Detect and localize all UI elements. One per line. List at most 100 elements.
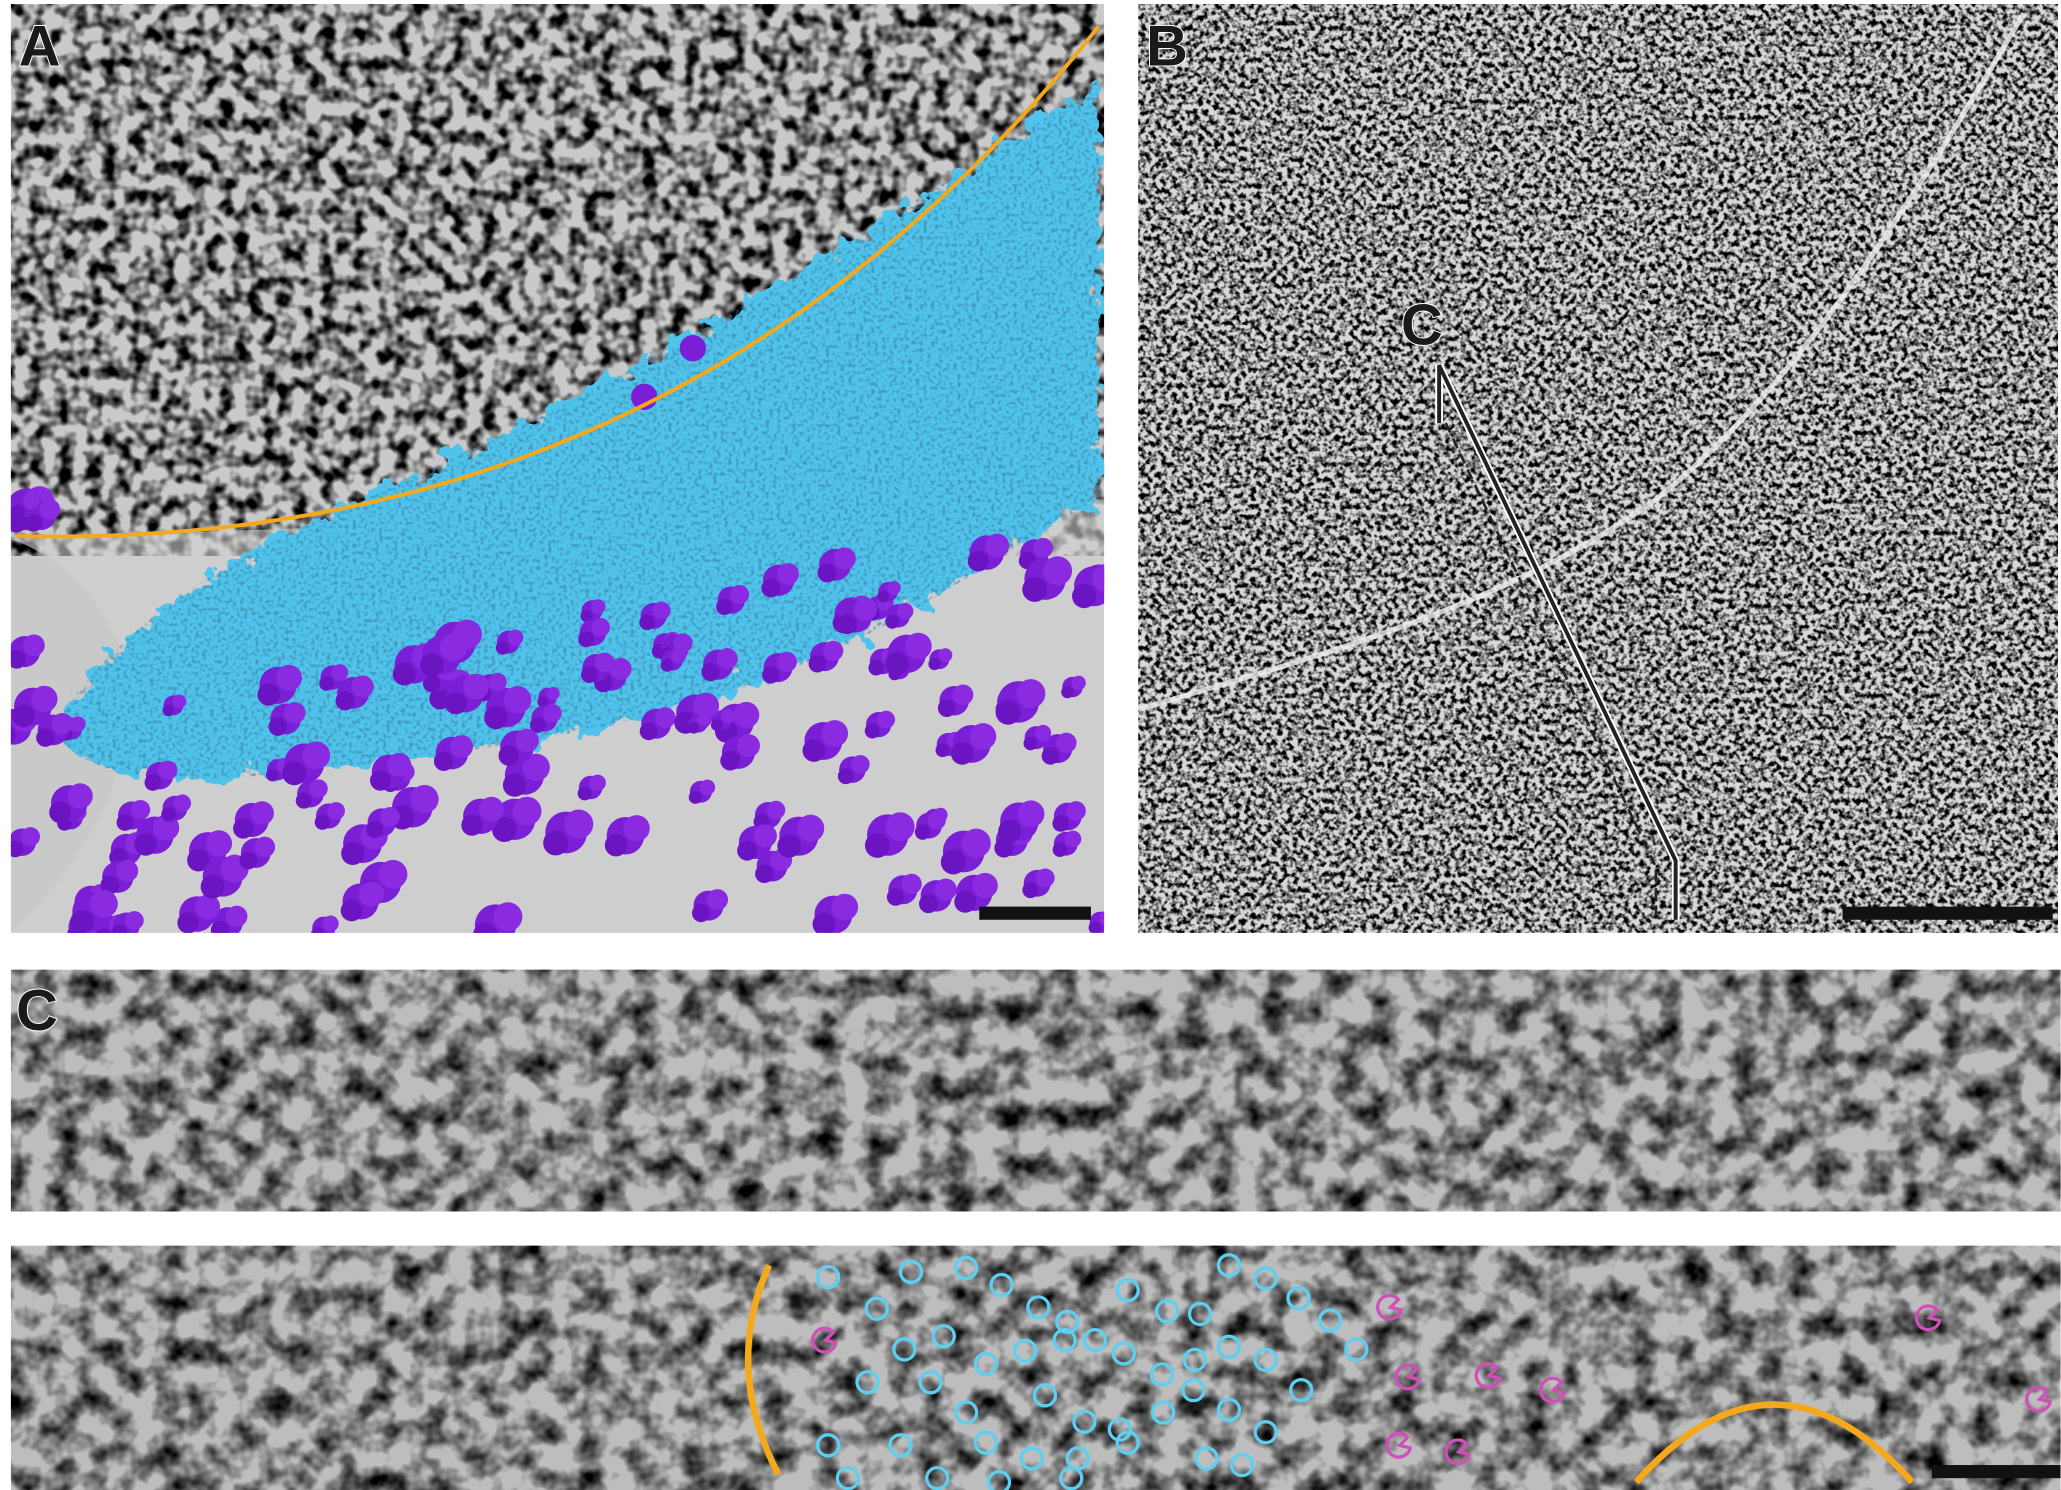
particle-lobe: [282, 761, 306, 785]
particle-lobe: [21, 827, 40, 846]
particle-lobe: [359, 882, 384, 907]
particle-lobe: [52, 713, 74, 735]
particle-lobe: [1099, 911, 1114, 926]
particle-lobe: [489, 673, 507, 691]
particle-lobe: [887, 581, 901, 595]
particle-lobe: [868, 660, 883, 675]
particle-lobe: [177, 912, 198, 933]
particle-lobe: [174, 795, 191, 812]
particle-lobe: [158, 761, 177, 780]
particle-lobe: [1033, 538, 1053, 558]
particle-lobe: [605, 834, 627, 856]
particle-lobe: [901, 874, 921, 894]
particle-lobe: [269, 717, 287, 735]
particle-lobe: [479, 797, 504, 822]
particle-lobe: [755, 865, 773, 883]
particle-lobe: [998, 820, 1021, 843]
particle-lobe: [90, 890, 118, 918]
particle-lobe: [319, 676, 333, 690]
particle-lobe: [595, 653, 614, 672]
particle-lobe: [941, 849, 966, 874]
particle-lobe: [928, 658, 940, 670]
particle-lobe: [818, 563, 837, 582]
particle-lobe: [919, 894, 938, 913]
particle-lobe: [953, 684, 974, 705]
scale-bar: [1843, 907, 2053, 920]
particle-lobe: [1017, 800, 1044, 827]
panel-a: [0, 4, 1122, 948]
particle-lobe: [387, 753, 411, 777]
particle-lobe: [7, 650, 26, 669]
particle-lobe: [163, 704, 175, 716]
particle-lobe: [1089, 921, 1102, 934]
particle-lobe: [716, 599, 732, 615]
particle-lobe: [707, 889, 728, 910]
particle-lobe: [39, 499, 60, 520]
particle-lobe: [761, 579, 780, 598]
particle-lobe: [380, 807, 400, 827]
particle-lobe: [968, 551, 989, 572]
particle-lobe: [591, 599, 606, 614]
particle-lobe: [250, 801, 274, 825]
particle-lobe: [700, 780, 715, 795]
particle-lobe: [507, 629, 523, 645]
particle-lobe: [885, 615, 899, 629]
page: Figure {"panel_labels": ["A", "B", "C"],…: [0, 0, 2061, 1490]
particle-lobe: [351, 675, 373, 697]
particle-lobe: [276, 665, 302, 691]
particle-lobe: [832, 894, 859, 921]
particle-lobe: [970, 723, 996, 749]
particle-lobe: [420, 653, 444, 677]
particle-lobe: [762, 666, 779, 683]
particle-lobe: [70, 910, 94, 934]
panel-c-top: [11, 970, 2061, 1212]
page-body: A B C C (() => { const data = JSON.parse…: [0, 0, 2061, 1490]
particle-lobe: [327, 802, 345, 820]
particle-lobe: [797, 815, 824, 842]
particle-lobe: [1016, 679, 1045, 708]
particle-lobe: [1052, 815, 1069, 832]
particle-lobe: [887, 888, 904, 905]
particle-lobe: [1061, 686, 1073, 698]
particle-lobe: [161, 807, 176, 822]
particle-lobe: [833, 547, 855, 569]
particle-lobe: [823, 641, 843, 661]
particle-lobe: [296, 793, 312, 809]
particle-lobe: [954, 891, 976, 913]
particle-lobe: [689, 791, 702, 804]
particle-lobe: [499, 746, 519, 766]
particle-lobe: [11, 504, 25, 518]
particle-lobe: [379, 860, 408, 889]
particle-lobe: [996, 700, 1021, 725]
particle-lobe: [711, 719, 723, 731]
slice-label: C: [1401, 293, 1443, 357]
particle-lobe: [1042, 747, 1059, 764]
particle-lobe: [777, 563, 799, 585]
particle-lobe: [688, 722, 699, 733]
particle-lobe: [49, 801, 71, 823]
particle-lobe: [701, 663, 719, 681]
particle-lobe: [341, 900, 363, 922]
particle-lobe: [543, 704, 561, 722]
particle-lobe: [341, 842, 364, 865]
particle-lobe: [938, 648, 952, 662]
particle-lobe: [23, 634, 45, 656]
particle-lobe: [928, 811, 946, 829]
particle-lobe: [754, 824, 777, 847]
particle-lobe: [493, 902, 522, 931]
particle-lobe: [496, 641, 510, 655]
particle-lobe: [936, 743, 950, 757]
particle-lobe: [117, 814, 134, 831]
particle-lobe: [655, 707, 676, 728]
particle-lobe: [897, 603, 913, 619]
particle-lobe: [461, 815, 482, 836]
particle-lobe: [434, 751, 454, 771]
particle-lobe: [639, 615, 655, 631]
panel-c-texture: [11, 970, 2061, 1212]
particle-lobe: [1023, 736, 1037, 750]
panel-label: B: [1146, 15, 1188, 79]
particle-lobe: [254, 837, 275, 858]
particle-lobe: [1053, 843, 1067, 857]
particle-lobe: [257, 683, 279, 705]
particle-lobe: [504, 686, 532, 714]
